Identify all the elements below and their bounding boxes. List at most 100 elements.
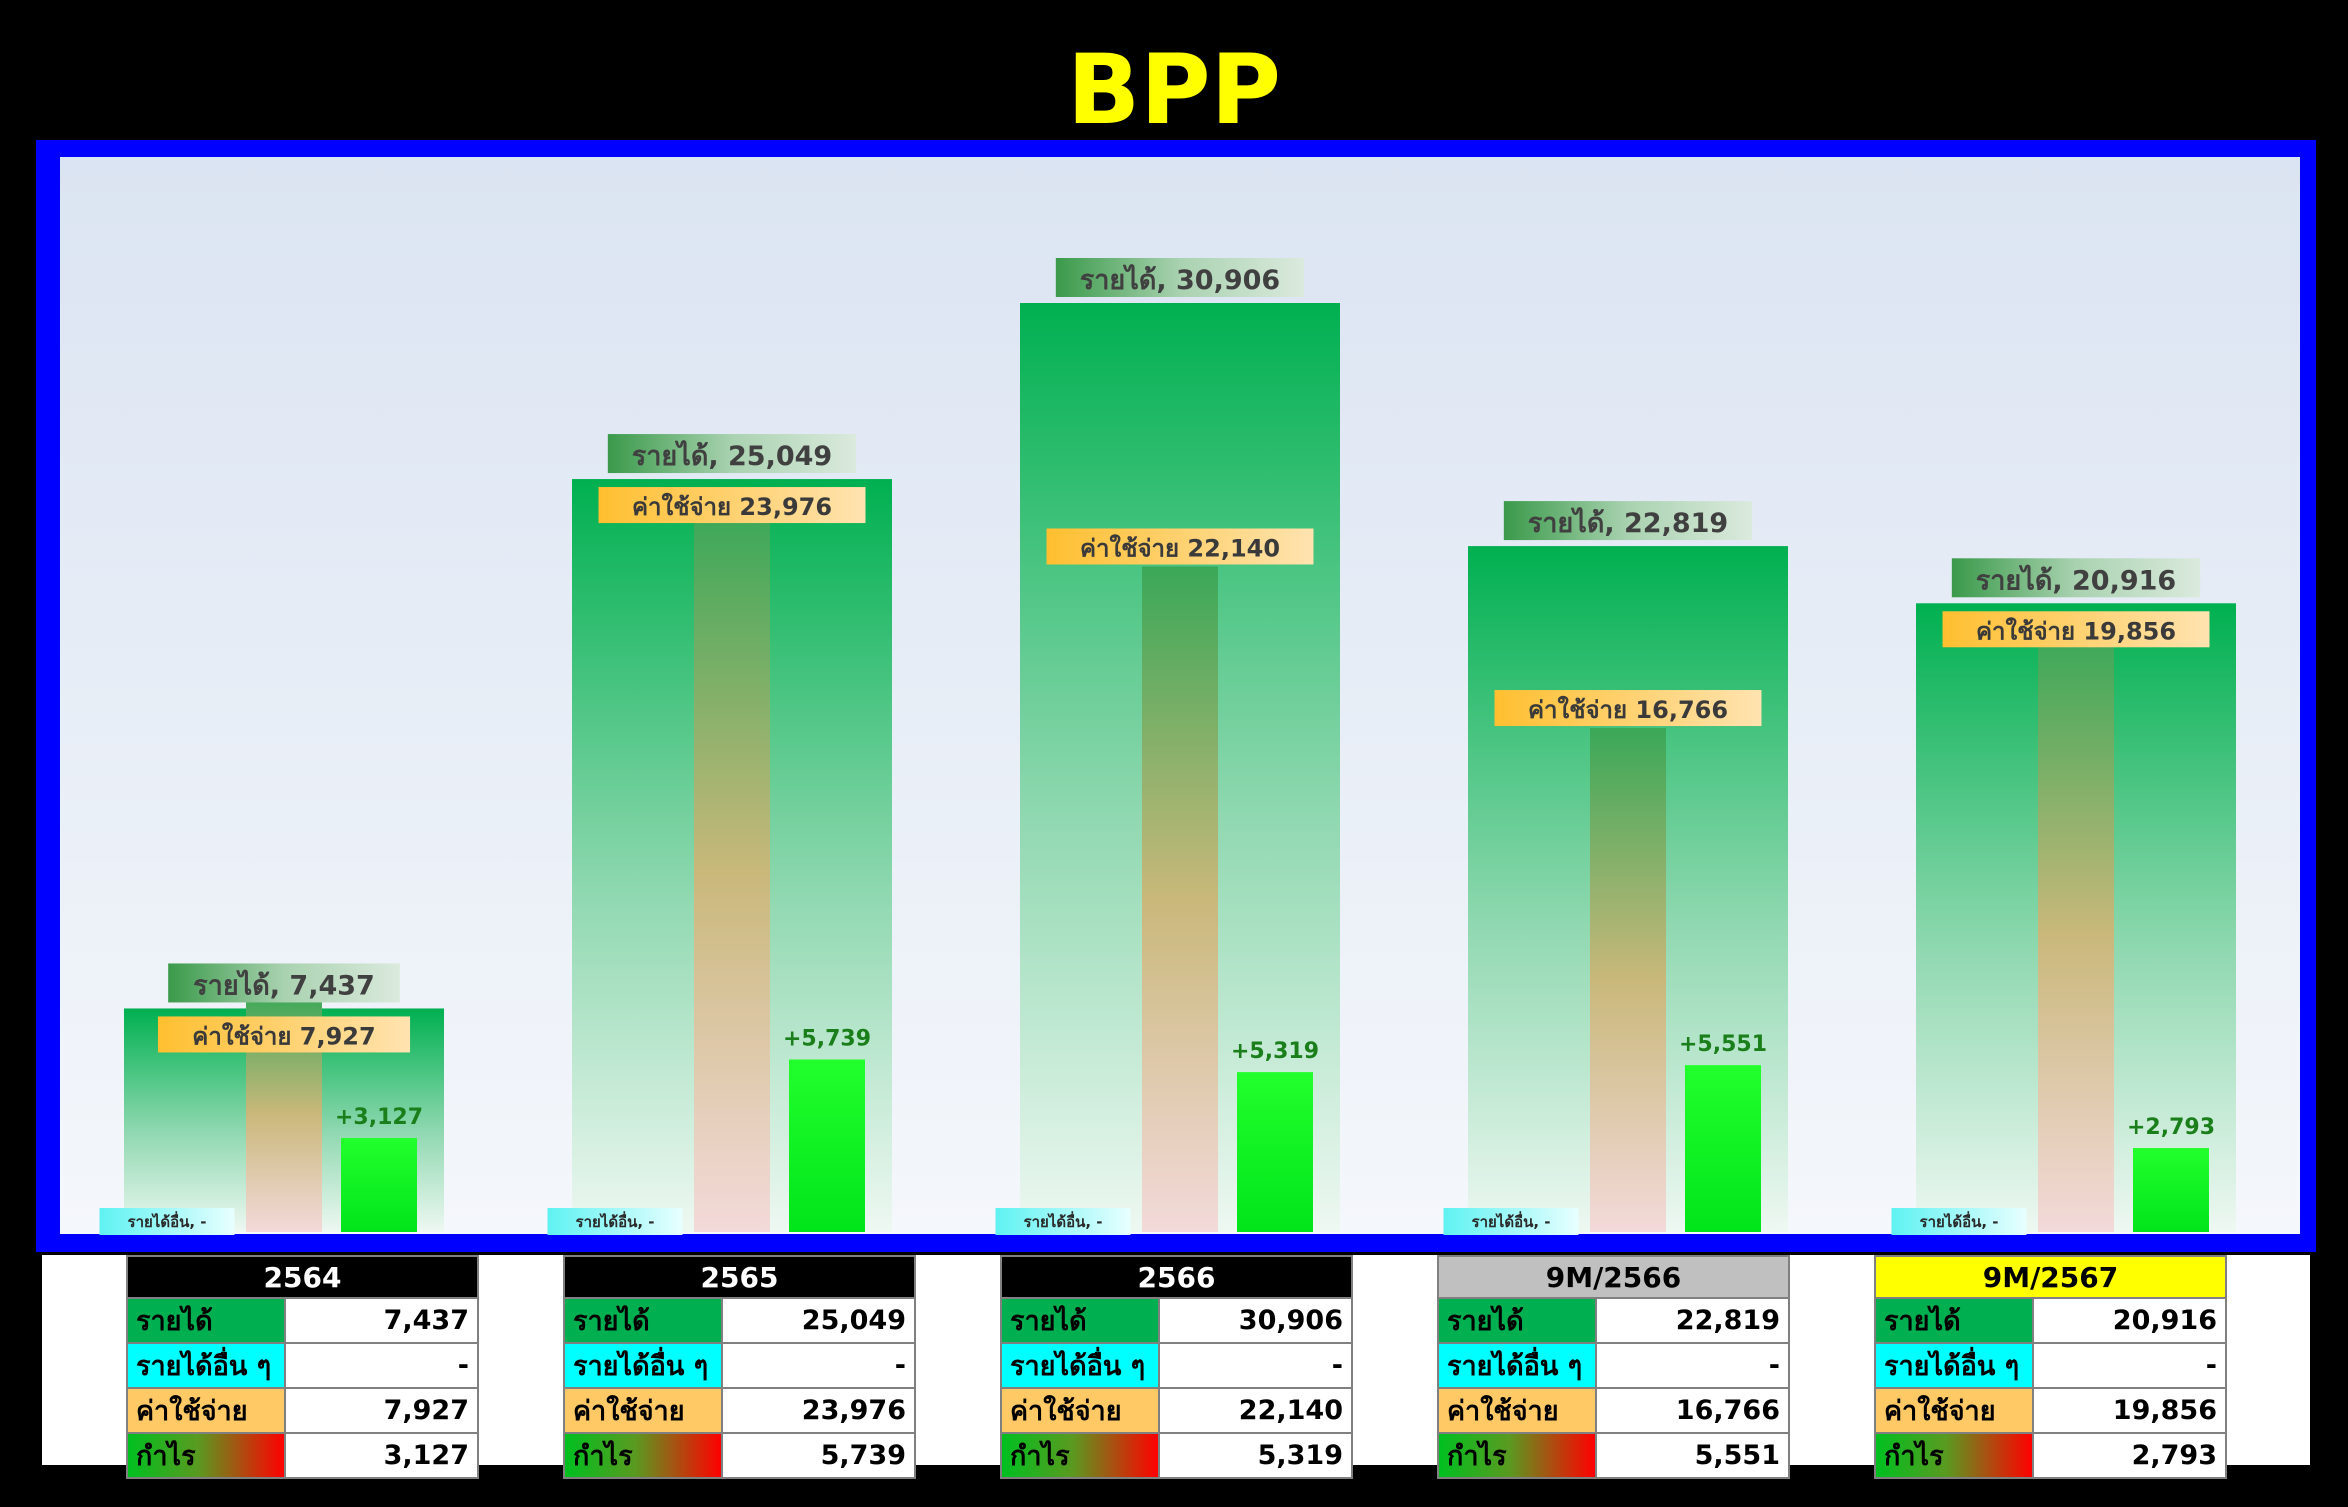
profit-bar-2 <box>1237 1072 1313 1232</box>
row-value-expense: 16,766 <box>1595 1387 1790 1434</box>
table-row: รายได้ 7,437 <box>126 1297 479 1344</box>
row-value-profit: 3,127 <box>284 1432 479 1479</box>
row-label-profit: กำไร <box>1437 1432 1597 1479</box>
profit-label-2: +5,319 <box>1231 1039 1319 1064</box>
expense-label-4-bg <box>1942 611 2210 648</box>
revenue-label-0: รายได้, 7,437 <box>193 969 375 1001</box>
other-income-label-2-bg <box>995 1208 1131 1235</box>
summary-table-2: 2566 รายได้ 30,906 รายได้อื่น ๆ - ค่าใช้จ่าย 2… <box>1000 1255 1353 1479</box>
table-header-year: 2565 <box>563 1255 916 1299</box>
row-value-profit: 5,739 <box>721 1432 916 1479</box>
table-row: กำไร 3,127 <box>126 1432 479 1479</box>
expense-label-3-bg <box>1494 690 1762 727</box>
revenue-label-4: รายได้, 20,916 <box>1976 564 2176 596</box>
row-value-other: - <box>721 1342 916 1389</box>
revenue-label-1-bg <box>607 434 857 474</box>
row-label-other: รายได้อื่น ๆ <box>126 1342 286 1389</box>
summary-table-4: 9M/2567 รายได้ 20,916 รายได้อื่น ๆ - ค่าใช้จ่… <box>1874 1255 2227 1479</box>
row-value-revenue: 20,916 <box>2032 1297 2227 1344</box>
expense-bar-3 <box>1590 728 1666 1232</box>
summary-table-3: 9M/2566 รายได้ 22,819 รายได้อื่น ๆ - ค่าใช้จ่… <box>1437 1255 1790 1479</box>
row-value-expense: 7,927 <box>284 1387 479 1434</box>
profit-bar-3 <box>1685 1065 1761 1232</box>
profit-bar-1 <box>789 1059 865 1232</box>
expense-bar-2 <box>1142 566 1218 1232</box>
revenue-label-3: รายได้, 22,819 <box>1528 507 1728 539</box>
other-income-label-0: รายได้อื่น, - <box>128 1211 207 1231</box>
expense-label-0: ค่าใช้จ่าย 7,927 <box>192 1021 375 1050</box>
profit-label-4: +2,793 <box>2127 1115 2215 1140</box>
row-label-profit: กำไร <box>1874 1432 2034 1479</box>
row-label-expense: ค่าใช้จ่าย <box>1437 1387 1597 1434</box>
table-header-year: 9M/2567 <box>1874 1255 2227 1299</box>
revenue-label-1: รายได้, 25,049 <box>632 440 832 472</box>
expense-bar-1 <box>694 511 770 1232</box>
expense-label-1-bg <box>598 487 866 524</box>
row-value-other: - <box>1595 1342 1790 1389</box>
row-value-expense: 22,140 <box>1158 1387 1353 1434</box>
table-header-year: 2566 <box>1000 1255 1353 1299</box>
row-label-expense: ค่าใช้จ่าย <box>563 1387 723 1434</box>
table-row: รายได้อื่น ๆ- <box>126 1342 479 1389</box>
other-income-label-4: รายได้อื่น, - <box>1920 1211 1999 1231</box>
revenue-label-2-bg <box>1055 258 1305 298</box>
other-income-label-2: รายได้อื่น, - <box>1024 1211 1103 1231</box>
row-label-revenue: รายได้ <box>126 1297 286 1344</box>
profit-label-1: +5,739 <box>783 1026 871 1051</box>
row-label-expense: ค่าใช้จ่าย <box>126 1387 286 1434</box>
row-label-other: รายได้อื่น ๆ <box>563 1342 723 1389</box>
row-value-profit: 5,319 <box>1158 1432 1353 1479</box>
row-label-profit: กำไร <box>1000 1432 1160 1479</box>
row-value-other: - <box>284 1342 479 1389</box>
revenue-label-0-bg <box>168 963 400 1003</box>
expense-label-4: ค่าใช้จ่าย 19,856 <box>1976 616 2176 645</box>
row-value-profit: 5,551 <box>1595 1432 1790 1479</box>
row-value-profit: 2,793 <box>2032 1432 2227 1479</box>
row-value-revenue: 25,049 <box>721 1297 916 1344</box>
expense-label-3: ค่าใช้จ่าย 16,766 <box>1528 695 1728 724</box>
expense-label-2-bg <box>1046 528 1314 565</box>
profit-bar-0 <box>341 1138 417 1232</box>
row-value-other: - <box>2032 1342 2227 1389</box>
table-row: รายได้อื่น ๆ- <box>1000 1342 1353 1389</box>
chart-title: BPP <box>1067 34 1281 146</box>
table-row: กำไร 5,551 <box>1437 1432 1790 1479</box>
table-row: รายได้อื่น ๆ- <box>563 1342 916 1389</box>
table-row: รายได้ 25,049 <box>563 1297 916 1344</box>
row-label-profit: กำไร <box>126 1432 286 1479</box>
table-row: ค่าใช้จ่าย 16,766 <box>1437 1387 1790 1434</box>
table-row: กำไร 5,739 <box>563 1432 916 1479</box>
row-label-revenue: รายได้ <box>1000 1297 1160 1344</box>
row-value-revenue: 7,437 <box>284 1297 479 1344</box>
row-value-other: - <box>1158 1342 1353 1389</box>
table-row: รายได้ 20,916 <box>1874 1297 2227 1344</box>
profit-label-0: +3,127 <box>335 1105 423 1130</box>
row-label-other: รายได้อื่น ๆ <box>1000 1342 1160 1389</box>
other-income-label-3: รายได้อื่น, - <box>1472 1211 1551 1231</box>
row-value-revenue: 30,906 <box>1158 1297 1353 1344</box>
row-value-expense: 19,856 <box>2032 1387 2227 1434</box>
row-value-expense: 23,976 <box>721 1387 916 1434</box>
row-label-profit: กำไร <box>563 1432 723 1479</box>
expense-label-1: ค่าใช้จ่าย 23,976 <box>632 492 832 521</box>
row-label-expense: ค่าใช้จ่าย <box>1000 1387 1160 1434</box>
row-label-other: รายได้อื่น ๆ <box>1874 1342 2034 1389</box>
profit-label-3: +5,551 <box>1679 1032 1767 1057</box>
profit-bar-4 <box>2133 1148 2209 1232</box>
other-income-label-4-bg <box>1891 1208 2027 1235</box>
row-label-other: รายได้อื่น ๆ <box>1437 1342 1597 1389</box>
table-row: รายได้อื่น ๆ- <box>1437 1342 1790 1389</box>
table-row: กำไร 5,319 <box>1000 1432 1353 1479</box>
table-row: ค่าใช้จ่าย 7,927 <box>126 1387 479 1434</box>
expense-label-0-bg <box>157 1016 411 1053</box>
revenue-label-2: รายได้, 30,906 <box>1080 264 1280 296</box>
row-label-revenue: รายได้ <box>1874 1297 2034 1344</box>
revenue-label-3-bg <box>1503 501 1753 541</box>
table-header-year: 9M/2566 <box>1437 1255 1790 1299</box>
table-row: กำไร 2,793 <box>1874 1432 2227 1479</box>
expense-label-2: ค่าใช้จ่าย 22,140 <box>1080 533 1280 562</box>
summary-table-1: 2565 รายได้ 25,049 รายได้อื่น ๆ - ค่าใช้จ่าย 2… <box>563 1255 916 1479</box>
table-header-year: 2564 <box>126 1255 479 1299</box>
row-value-revenue: 22,819 <box>1595 1297 1790 1344</box>
